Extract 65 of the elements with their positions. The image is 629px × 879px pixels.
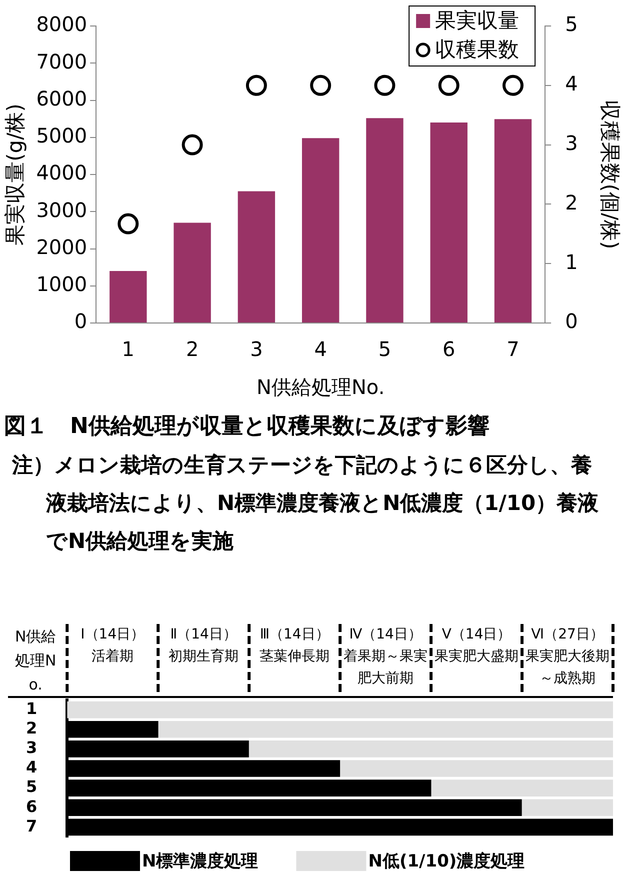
- y-tick-label: 8000: [36, 12, 88, 36]
- bar: [340, 760, 613, 777]
- x-tick-label: 4: [314, 337, 327, 362]
- y-axis-title: 果実収量(g/株): [3, 104, 28, 246]
- y-tick-label: 5000: [36, 124, 88, 148]
- text: 注）メロン栽培の生育ステージを下記のように６区分し、養液栽培法により、N標準濃度養液とN低濃度（1/10）養液でN供給処理を実施: [10, 452, 600, 555]
- x-tick-label: 5: [378, 337, 392, 362]
- bar: [158, 720, 613, 738]
- legend-label: 果実収量: [435, 8, 520, 32]
- y-tick-label: 6000: [36, 86, 88, 110]
- bar: [366, 118, 404, 322]
- bar: [110, 271, 147, 322]
- y-tick-label: 3: [26, 738, 38, 758]
- legend-label: N標準濃度処理: [142, 851, 258, 872]
- y2-axis-title: 収穫果数(個/株): [598, 100, 622, 250]
- x-tick-label: 1: [122, 337, 135, 362]
- legend-label: 収穫果数: [435, 37, 520, 62]
- x-tick-label: 6: [442, 337, 456, 362]
- legend-label: N低(1/10)濃度処理: [368, 851, 525, 872]
- point: [374, 74, 396, 96]
- x-tick-label: 7: [506, 337, 520, 362]
- point: [310, 74, 332, 96]
- point: [182, 134, 203, 156]
- y2-tick-label: 2: [565, 190, 578, 214]
- text: Ⅳ（14日）着果期～果実肥大前期: [344, 626, 428, 687]
- bar: [238, 191, 276, 322]
- y-axis-title: N供給処理No.: [14, 627, 56, 694]
- y-tick-label: 5: [26, 777, 38, 796]
- x-tick-label: 2: [186, 337, 199, 362]
- text: Ⅵ（27日）果実肥大後期～成熟期: [526, 626, 610, 687]
- point: [438, 74, 460, 96]
- bar: [494, 119, 532, 322]
- y2-tick-label: 0: [565, 309, 578, 334]
- y2-tick-label: 4: [565, 72, 578, 96]
- caption: 図１ N供給処理が収量と収穫果数に及ぼす影響: [3, 413, 490, 441]
- text: Ⅰ（14日）活着期: [80, 626, 145, 665]
- y2-tick-label: 1: [565, 250, 578, 274]
- bar: [302, 138, 340, 322]
- text: Ⅱ（14日）初期生育期: [168, 626, 239, 665]
- y-tick-label: 2000: [36, 234, 88, 259]
- point: [246, 74, 267, 96]
- y-tick-label: 7000: [36, 49, 88, 74]
- bar: [522, 799, 613, 816]
- y-tick-label: 1: [26, 698, 38, 718]
- y-tick-label: 6: [26, 796, 38, 816]
- x-tick-label: 3: [250, 337, 263, 362]
- y-tick-label: 1000: [36, 272, 88, 296]
- y-tick-label: 0: [74, 309, 88, 334]
- y-tick-label: 4000: [36, 160, 88, 185]
- bar: [67, 701, 613, 718]
- x-axis-title: N供給処理No.: [256, 375, 385, 400]
- text: Ⅴ（14日）果実肥大盛期: [434, 626, 519, 665]
- y2-tick-label: 3: [565, 131, 578, 156]
- text: Ⅲ（14日）茎葉伸長期: [260, 626, 330, 665]
- y-tick-label: 4: [26, 758, 38, 777]
- bar: [174, 222, 211, 322]
- bar: [431, 780, 613, 796]
- bar: [248, 740, 613, 758]
- y-tick-label: 3000: [36, 198, 88, 222]
- y-tick-label: 2: [26, 718, 38, 738]
- point: [118, 213, 139, 234]
- y-tick-label: 7: [26, 816, 38, 836]
- bar: [430, 122, 468, 322]
- y2-tick-label: 5: [565, 12, 578, 36]
- point: [502, 74, 524, 96]
